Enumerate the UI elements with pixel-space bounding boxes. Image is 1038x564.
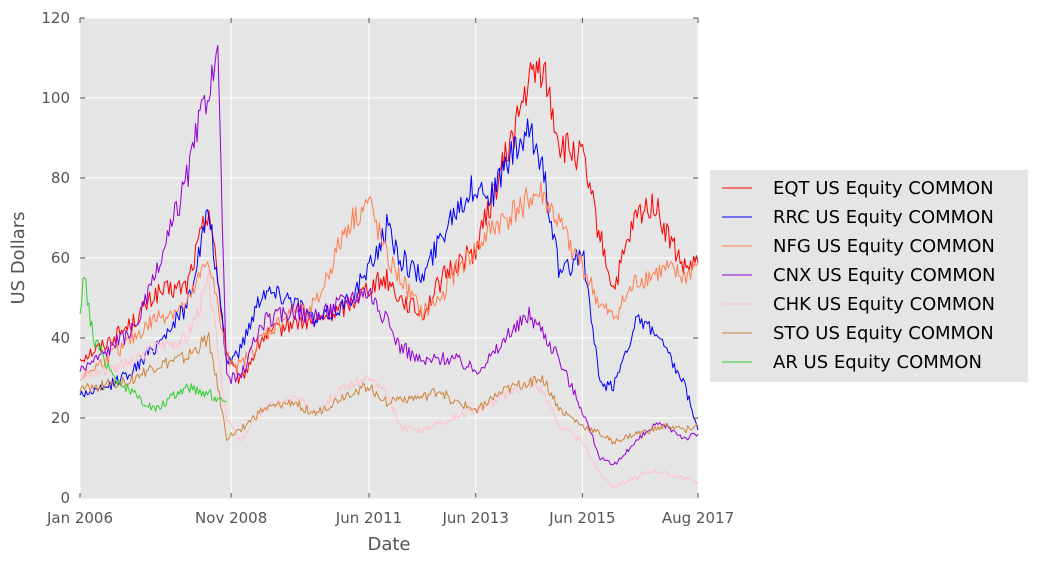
x-tick-label: Nov 2008 (195, 509, 267, 527)
y-axis-title: US Dollars (8, 211, 29, 304)
x-tick-labels: Jan 2006 Nov 2008 Jun 2011 Jun 2013 Jun 2015… (46, 509, 734, 527)
y-tick-label: 60 (51, 249, 70, 267)
plot-area (79, 45, 699, 489)
x-tick-label: Aug 2017 (662, 509, 734, 527)
x-tick-label: Jan 2006 (46, 509, 113, 527)
legend-label: CHK US Equity COMMON (773, 294, 995, 315)
legend-label: AR US Equity COMMON (773, 352, 982, 373)
legend-label: NFG US Equity COMMON (773, 236, 995, 257)
legend: EQT US Equity COMMON RRC US Equity COMMON… (710, 170, 1028, 382)
series-line-2 (79, 181, 699, 381)
x-tick-label: Jun 2015 (548, 509, 615, 527)
legend-label: RRC US Equity COMMON (773, 207, 994, 228)
series-line-6 (79, 276, 227, 412)
axis-ticks (79, 17, 699, 499)
legend-box (710, 170, 1028, 382)
y-tick-label: 40 (51, 329, 70, 347)
series-line-3 (79, 45, 699, 466)
series-line-5 (79, 332, 699, 445)
x-tick-label: Jun 2011 (335, 509, 402, 527)
y-tick-label: 20 (51, 409, 70, 427)
x-tick-label: Jun 2013 (442, 509, 509, 527)
y-tick-labels: 0 20 40 60 80 100 120 (41, 9, 70, 507)
legend-label: STO US Equity COMMON (773, 323, 994, 344)
x-axis-title: Date (367, 534, 410, 555)
series-line-0 (79, 57, 699, 384)
y-tick-label: 100 (41, 89, 70, 107)
y-tick-label: 0 (60, 489, 70, 507)
y-tick-label: 80 (51, 169, 70, 187)
series-line-1 (79, 118, 699, 431)
legend-label: EQT US Equity COMMON (773, 178, 994, 199)
legend-label: CNX US Equity COMMON (773, 265, 995, 286)
series-line-4 (79, 272, 699, 489)
y-tick-label: 120 (41, 9, 70, 27)
